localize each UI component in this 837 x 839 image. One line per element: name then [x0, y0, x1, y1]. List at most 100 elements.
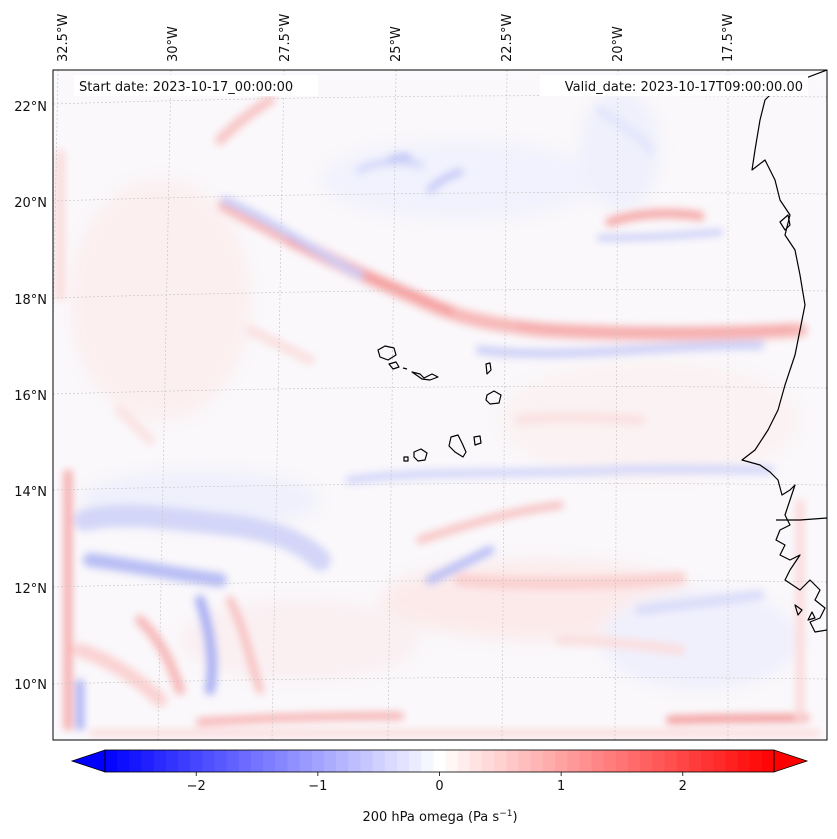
colorbar-cell — [348, 750, 362, 772]
colorbar-tick-label: 2 — [679, 779, 687, 794]
colorbar-cell — [409, 750, 422, 772]
colorbar-tick-label: 0 — [435, 779, 443, 794]
colorbar-label: 200 hPa omega (Pa s−1) — [362, 809, 517, 825]
colorbar-cell — [518, 750, 532, 772]
colorbar-units-exponent: −1 — [499, 809, 512, 819]
island-sao-vicente — [388, 361, 400, 370]
colorbar-tick-label: 1 — [557, 779, 565, 794]
colorbar-cell — [287, 750, 301, 772]
colorbar-cell — [105, 750, 118, 772]
colorbar-cell — [226, 750, 240, 772]
colorbar-cell — [713, 750, 726, 772]
valid-date-box — [540, 75, 808, 96]
colorbar-cell — [433, 750, 447, 772]
colorbar-cell — [676, 750, 690, 772]
longitude-labels: 32.5°W 30°W 27.5°W 25°W 22.5°W 20°W 17.5… — [56, 14, 736, 62]
start-date-label: Start date: 2023-10-17_00:00:00 — [79, 80, 293, 95]
colorbar-cell — [165, 750, 179, 772]
island-sal — [485, 362, 492, 375]
island-maio — [473, 435, 482, 446]
lon-label: 17.5°W — [721, 14, 736, 62]
colorbar-cell — [360, 750, 374, 772]
colorbar-cell — [275, 750, 289, 772]
colorbar-cell — [664, 750, 678, 772]
colorbar-cell — [250, 750, 264, 772]
colorbar-cell — [384, 750, 398, 772]
lat-label: 14°N — [14, 485, 47, 500]
colorbar-cell — [177, 750, 191, 772]
colorbar-cell — [591, 750, 605, 772]
lat-label: 16°N — [14, 389, 47, 404]
colorbar-cell — [530, 750, 544, 772]
colorbar-extend-max — [773, 749, 809, 773]
colorbar-cell — [421, 750, 435, 772]
colorbar-cell — [190, 750, 203, 772]
colorbar-cell — [737, 750, 751, 772]
colorbar-variable: 200 hPa omega — [362, 810, 463, 825]
lat-label: 20°N — [14, 196, 47, 211]
colorbar-cell — [761, 750, 775, 772]
colorbar-cell — [628, 750, 641, 772]
colorbar-cell — [567, 750, 580, 772]
island-santa-luzia — [402, 367, 408, 370]
island-boa-vista — [485, 390, 502, 405]
colorbar-cell — [117, 750, 130, 772]
lon-label: 27.5°W — [278, 14, 293, 62]
colorbar-cell — [311, 750, 325, 772]
coastlines — [377, 70, 827, 633]
colorbar-tick-label: −1 — [308, 779, 327, 794]
colorbar-cell — [445, 750, 459, 772]
colorbar-cell — [579, 750, 593, 772]
colorbar-cell — [372, 750, 386, 772]
lon-label: 30°W — [166, 26, 181, 62]
lat-label: 22°N — [14, 100, 47, 115]
colorbar-cell — [615, 750, 629, 772]
latitude-labels: 22°N 20°N 18°N 16°N 14°N 12°N 10°N — [14, 100, 47, 693]
colorbar-cells — [105, 750, 775, 772]
africa-coastline — [741, 70, 827, 633]
colorbar-cell — [542, 750, 556, 772]
lon-label: 25°W — [389, 26, 404, 62]
colorbar-cell — [688, 750, 702, 772]
colorbar-cell — [701, 750, 714, 772]
colorbar-extend-min — [70, 749, 106, 773]
lat-label: 18°N — [14, 293, 47, 308]
island-fogo — [413, 448, 428, 462]
valid-date-label: Valid_date: 2023-10-17T09:00:00.00 — [565, 80, 803, 95]
colorbar-cell — [506, 750, 520, 772]
colorbar-cell — [336, 750, 349, 772]
colorbar-cell — [263, 750, 276, 772]
start-date-box — [74, 75, 318, 96]
island-santiago — [448, 434, 467, 458]
map-frame — [52, 69, 828, 741]
colorbar-ticks: −2 −1 0 1 2 — [187, 772, 687, 794]
colorbar-cell — [457, 750, 471, 772]
colorbar-cell — [396, 750, 410, 772]
colorbar-cell — [652, 750, 666, 772]
colorbar-cell — [555, 750, 568, 772]
colorbar-cell — [299, 750, 313, 772]
colorbar-cell — [323, 750, 337, 772]
colorbar-cell — [141, 750, 155, 772]
island-santo-antao — [377, 345, 397, 361]
colorbar-units: Pa s — [473, 810, 499, 825]
lon-label: 32.5°W — [56, 14, 71, 62]
colorbar-cell — [469, 750, 483, 772]
colorbar-tick-label: −2 — [187, 779, 206, 794]
colorbar-cell — [482, 750, 495, 772]
colorbar-cell — [603, 750, 617, 772]
colorbar-cell — [214, 750, 228, 772]
island-brava — [403, 456, 409, 462]
colorbar-cell — [202, 750, 216, 772]
island-sao-nicolau — [411, 371, 439, 381]
colorbar-cell — [725, 750, 739, 772]
colorbar-cell — [153, 750, 167, 772]
lat-label: 10°N — [14, 678, 47, 693]
colorbar: −2 −1 0 1 2 200 hPa omega (Pa s−1) — [70, 749, 809, 825]
omega-field — [53, 70, 827, 740]
lon-label: 20°W — [611, 26, 626, 62]
colorbar-cell — [640, 750, 653, 772]
colorbar-cell — [238, 750, 252, 772]
lat-label: 12°N — [14, 582, 47, 597]
